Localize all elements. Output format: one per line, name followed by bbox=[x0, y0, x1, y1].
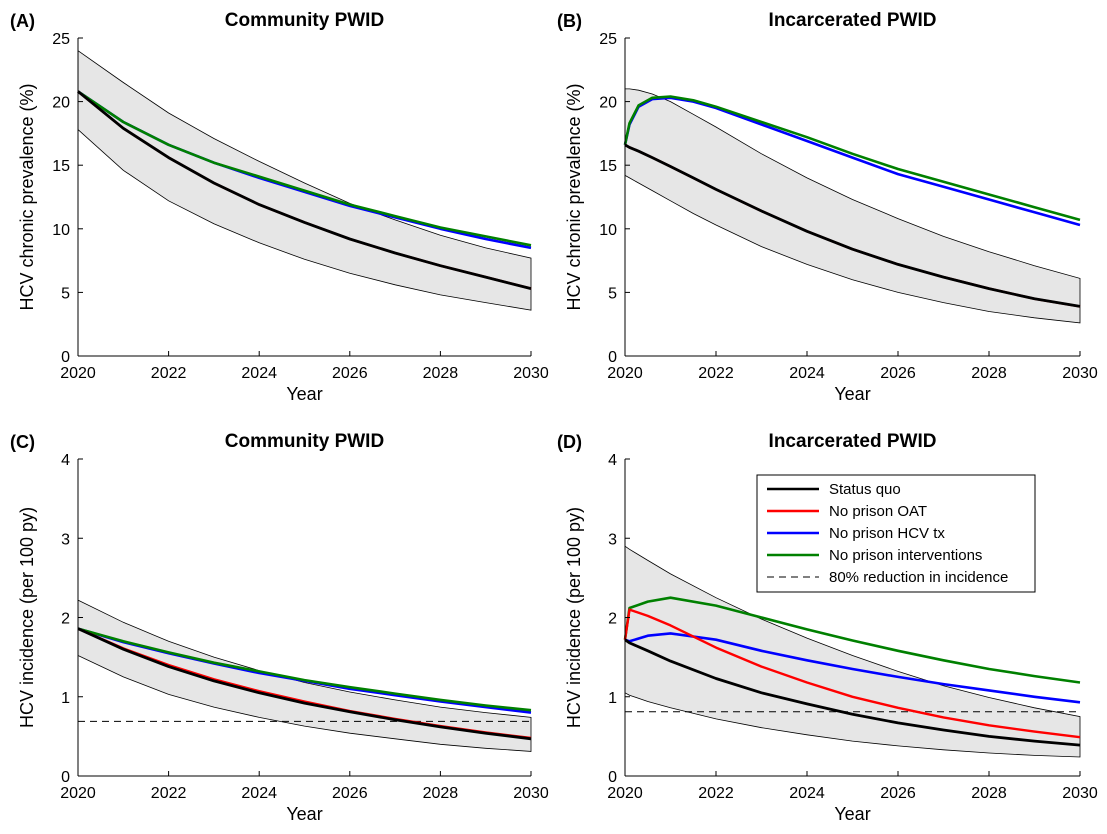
panel-label: (A) bbox=[10, 11, 35, 31]
y-tick-label: 2 bbox=[608, 611, 617, 628]
panel-0: 2020 2022 2024 2026 2028 2030 0 5 10 15 20 25 Commun… bbox=[10, 10, 549, 404]
y-tick-label: 5 bbox=[61, 285, 70, 302]
y-tick-label: 0 bbox=[61, 349, 70, 366]
panel-label: (D) bbox=[557, 432, 582, 452]
y-tick-label: 0 bbox=[608, 349, 617, 366]
x-tick-label: 2028 bbox=[423, 365, 459, 382]
series-line-no-int bbox=[77, 627, 532, 712]
series-line-status-quo bbox=[624, 143, 1081, 308]
series-line-no-oat bbox=[623, 608, 1081, 739]
series-line-no-int bbox=[623, 596, 1081, 684]
legend-label: No prison HCV tx bbox=[829, 525, 945, 542]
y-tick-label: 15 bbox=[52, 158, 70, 175]
y-tick-label: 5 bbox=[608, 285, 617, 302]
x-tick-label: 2026 bbox=[332, 365, 368, 382]
x-tick-label: 2030 bbox=[513, 785, 549, 802]
y-tick-label: 4 bbox=[61, 452, 70, 469]
chart-title: Incarcerated PWID bbox=[769, 431, 937, 452]
y-axis-label: HCV incidence (per 100 py) bbox=[17, 507, 37, 728]
series-line-no-int bbox=[77, 90, 532, 247]
x-tick-label: 2024 bbox=[789, 785, 825, 802]
y-tick-label: 1 bbox=[608, 690, 617, 707]
x-tick-label: 2020 bbox=[607, 365, 643, 382]
y-tick-label: 0 bbox=[61, 769, 70, 786]
panel-3: 2020 2022 2024 2026 2028 2030 0 1 2 3 4 Incarcerate… bbox=[557, 431, 1098, 824]
legend-label: 80% reduction in incidence bbox=[829, 569, 1008, 586]
x-axis-label: Year bbox=[834, 384, 870, 404]
x-tick-label: 2026 bbox=[880, 365, 916, 382]
x-axis-label: Year bbox=[834, 804, 870, 824]
y-tick-label: 10 bbox=[599, 222, 617, 239]
legend-label: Status quo bbox=[829, 481, 901, 498]
x-tick-label: 2030 bbox=[1062, 785, 1098, 802]
panel-2: 2020 2022 2024 2026 2028 2030 0 1 2 3 4 Community P… bbox=[10, 431, 549, 824]
y-tick-label: 20 bbox=[52, 95, 70, 112]
x-tick-label: 2026 bbox=[332, 785, 368, 802]
x-axis-label: Year bbox=[286, 804, 322, 824]
chart-title: Community PWID bbox=[225, 10, 384, 31]
x-tick-label: 2028 bbox=[971, 785, 1007, 802]
series-line-status-quo bbox=[624, 638, 1081, 747]
y-tick-label: 2 bbox=[61, 611, 70, 628]
y-tick-label: 15 bbox=[599, 158, 617, 175]
y-tick-label: 4 bbox=[608, 452, 617, 469]
uncertainty-band bbox=[77, 49, 532, 311]
uncertainty-band bbox=[77, 599, 532, 752]
panel-1: 2020 2022 2024 2026 2028 2030 0 5 10 15 20 25 Incarc… bbox=[557, 10, 1098, 404]
y-axis-label: HCV incidence (per 100 py) bbox=[564, 507, 584, 728]
y-tick-label: 3 bbox=[608, 531, 617, 548]
panel-label: (B) bbox=[557, 11, 582, 31]
x-tick-label: 2024 bbox=[241, 785, 277, 802]
y-tick-label: 3 bbox=[61, 531, 70, 548]
legend: Status quo No prison OAT No prison HCV tx N… bbox=[756, 474, 1036, 593]
y-tick-label: 1 bbox=[61, 690, 70, 707]
series-line-status-quo bbox=[77, 627, 532, 741]
x-tick-label: 2022 bbox=[151, 785, 187, 802]
series-line-status-quo bbox=[77, 90, 532, 290]
x-tick-label: 2028 bbox=[423, 785, 459, 802]
x-tick-label: 2020 bbox=[607, 785, 643, 802]
x-tick-label: 2022 bbox=[698, 365, 734, 382]
y-tick-label: 20 bbox=[599, 95, 617, 112]
x-tick-label: 2030 bbox=[1062, 365, 1098, 382]
chart-title: Incarcerated PWID bbox=[769, 10, 937, 31]
y-axis-label: HCV chronic prevalence (%) bbox=[17, 83, 37, 310]
series-line-no-int bbox=[623, 95, 1081, 222]
legend-label: No prison OAT bbox=[829, 503, 927, 520]
y-tick-label: 0 bbox=[608, 769, 617, 786]
x-tick-label: 2030 bbox=[513, 365, 549, 382]
x-tick-label: 2022 bbox=[698, 785, 734, 802]
y-axis-label: HCV chronic prevalence (%) bbox=[564, 83, 584, 310]
x-tick-label: 2020 bbox=[60, 785, 96, 802]
y-tick-label: 25 bbox=[52, 31, 70, 48]
x-tick-label: 2026 bbox=[880, 785, 916, 802]
chart-title: Community PWID bbox=[225, 431, 384, 452]
x-tick-label: 2020 bbox=[60, 365, 96, 382]
x-tick-label: 2028 bbox=[971, 365, 1007, 382]
uncertainty-band bbox=[624, 88, 1081, 324]
x-tick-label: 2022 bbox=[151, 365, 187, 382]
x-axis-label: Year bbox=[286, 384, 322, 404]
panel-label: (C) bbox=[10, 432, 35, 452]
y-tick-label: 10 bbox=[52, 222, 70, 239]
legend-label: No prison interventions bbox=[829, 547, 982, 564]
y-tick-label: 25 bbox=[599, 31, 617, 48]
series-line-no-hcv bbox=[624, 632, 1081, 704]
x-tick-label: 2024 bbox=[241, 365, 277, 382]
x-tick-label: 2024 bbox=[789, 365, 825, 382]
